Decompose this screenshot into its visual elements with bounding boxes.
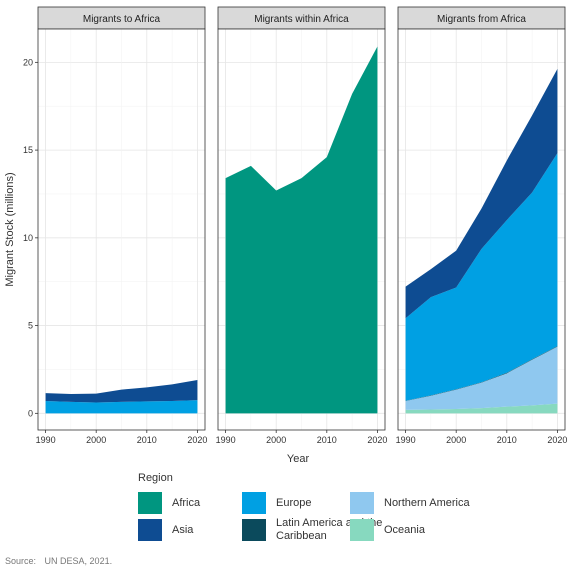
area-migrants-within-africa-africa: [225, 46, 378, 414]
y-tick-label: 10: [23, 233, 33, 243]
area-migrants-to-africa-asia: [45, 379, 198, 403]
legend-item-africa: Africa: [138, 492, 200, 514]
x-axis-title: Year: [287, 453, 310, 465]
area-migrants-from-africa-asia: [405, 68, 558, 319]
y-tick-label: 15: [23, 145, 33, 155]
x-tick-label: 2010: [137, 435, 157, 445]
area-migrants-to-africa-europe: [45, 400, 198, 414]
legend-swatch-europe: [242, 492, 266, 514]
y-axis-title: Migrant Stock (millions): [4, 172, 16, 286]
panel-title-migrants-from-africa: Migrants from Africa: [437, 14, 526, 25]
y-tick-label: 0: [28, 408, 33, 418]
source-text: UN DESA, 2021.: [44, 556, 113, 566]
legend-label-africa: Africa: [172, 496, 201, 509]
x-tick-label: 2010: [497, 435, 517, 445]
panel-frame-migrants-from-africa: [397, 28, 566, 431]
source-label: Source:: [5, 556, 37, 566]
source-note: Source: UN DESA, 2021.: [5, 556, 118, 566]
panel-frame-migrants-to-africa: [37, 28, 206, 431]
legend: Region Africa Asia Europe Latin America …: [138, 472, 558, 552]
legend-swatch-latin-america: [242, 519, 266, 541]
legend-label-europe: Europe: [276, 496, 312, 509]
chart-figure: Migrants to Africa 1990 2000 2010 2020 0 5 10 15…: [4, 6, 567, 465]
y-tick-label: 20: [23, 57, 33, 67]
x-tick-label: 2020: [367, 435, 387, 445]
y-tick-label: 5: [28, 321, 33, 331]
x-tick-label: 2020: [187, 435, 207, 445]
legend-label-asia: Asia: [172, 523, 194, 536]
area-migrants-from-africa-europe: [405, 153, 558, 401]
legend-item-europe: Europe: [242, 492, 311, 514]
x-tick-label: 2000: [446, 435, 466, 445]
legend-item-northern-america: Northern America: [350, 492, 470, 514]
panel-title-migrants-within-africa: Migrants within Africa: [254, 14, 349, 25]
legend-swatch-northern-america: [350, 492, 374, 514]
x-tick-label: 2020: [547, 435, 567, 445]
x-tick-label: 1990: [36, 435, 56, 445]
x-tick-label: 2000: [266, 435, 286, 445]
panel-frame-migrants-within-africa: [217, 28, 386, 431]
x-tick-label: 1990: [396, 435, 416, 445]
x-tick-label: 2010: [317, 435, 337, 445]
x-tick-label: 2000: [86, 435, 106, 445]
x-tick-label: 1990: [216, 435, 236, 445]
legend-item-oceania: Oceania: [350, 519, 425, 541]
legend-label-oceania: Oceania: [384, 523, 425, 536]
area-migrants-from-africa-northern-america: [405, 346, 558, 410]
legend-swatch-africa: [138, 492, 162, 514]
area-migrants-from-africa-oceania: [405, 403, 558, 414]
panel-title-migrants-to-africa: Migrants to Africa: [83, 14, 161, 25]
legend-swatch-asia: [138, 519, 162, 541]
legend-label-northern-america: Northern America: [384, 496, 470, 509]
legend-item-asia: Asia: [138, 519, 193, 541]
legend-swatch-oceania: [350, 519, 374, 541]
legend-title: Region: [138, 472, 173, 484]
